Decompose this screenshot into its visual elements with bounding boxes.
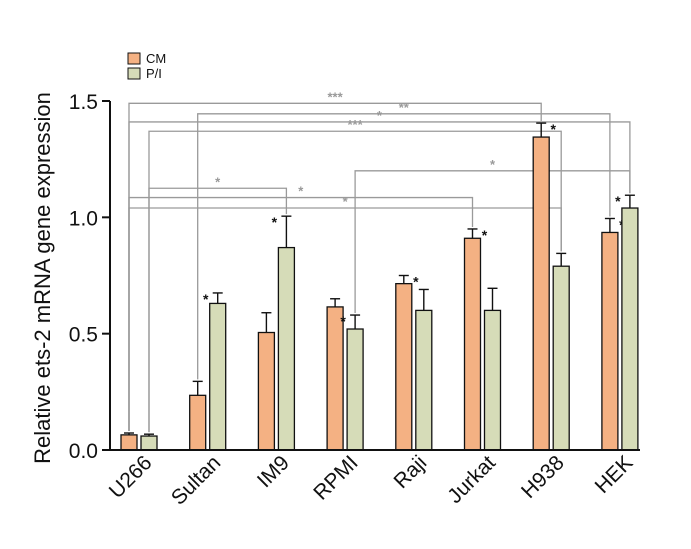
- bar-CM-IM9: [257, 331, 276, 451]
- bar-PI-H938: [552, 265, 570, 451]
- x-tick-label-RPMI: RPMI: [309, 451, 362, 504]
- x-tick-label-U266: U266: [105, 451, 157, 503]
- significance-star: *: [340, 313, 346, 329]
- x-tick-label-Raji: Raji: [389, 451, 431, 493]
- y-tick-label: 0.0: [69, 440, 98, 463]
- x-tick-label-Jurkat: Jurkat: [443, 451, 500, 508]
- legend: CMP/I: [127, 51, 166, 81]
- x-tick-labels: U266 Sultan IM9 RPMI Raji Jurkat H938 HEK: [105, 451, 638, 509]
- significance-brackets: *************: [128, 89, 631, 433]
- significance-bracket: [197, 113, 611, 380]
- bar-PI-RPMI: [346, 328, 364, 451]
- significance-star: *: [482, 227, 488, 243]
- bar-CM-HEK: [601, 231, 619, 451]
- significance-bracket: [148, 187, 288, 433]
- bar-CM-U266: [120, 434, 138, 451]
- significance-star: *: [413, 274, 419, 290]
- bar-PI-Jurkat: [483, 309, 502, 451]
- bracket-label: *: [377, 108, 383, 123]
- x-tick-label-HEK: HEK: [591, 451, 638, 498]
- y-axis-label: Relative ets-2 mRNA gene expression: [30, 92, 55, 464]
- bar-PI-Sultan: [209, 302, 227, 451]
- bracket-label: *: [215, 174, 221, 189]
- significance-star: *: [615, 193, 621, 209]
- bar-PI-IM9: [277, 246, 296, 451]
- y-tick-label: 0.5: [69, 324, 98, 347]
- bracket-label: *: [490, 157, 496, 172]
- significance-star: *: [550, 121, 556, 137]
- bracket-label: ***: [348, 117, 364, 132]
- bracket-label: **: [399, 100, 410, 115]
- bar-PI-U266: [140, 435, 158, 451]
- bracket-label: *: [343, 194, 349, 209]
- significance-bracket: [128, 207, 562, 432]
- bar-CM-Jurkat: [463, 237, 482, 451]
- legend-swatch-CM: [127, 52, 141, 65]
- bar-CM-H938: [532, 136, 550, 451]
- bar-PI-Raji: [415, 309, 433, 451]
- y-tick-label: 1.0: [69, 207, 98, 230]
- bar-CM-Raji: [395, 282, 413, 451]
- y-ticks: 0.0 0.5 1.0 1.5: [69, 91, 110, 463]
- axes: [109, 101, 640, 451]
- y-tick-label: 1.5: [69, 91, 98, 114]
- significance-bracket: [354, 170, 631, 314]
- bracket-label: *: [298, 184, 304, 199]
- x-tick-label-H938: H938: [517, 451, 569, 503]
- legend-label-CM: CM: [146, 51, 166, 66]
- legend-swatch-PI: [127, 67, 141, 80]
- bracket-label: ***: [328, 89, 344, 104]
- significance-star: *: [272, 214, 278, 230]
- legend-label-PI: P/I: [146, 66, 162, 81]
- bar-PI-HEK: [621, 207, 639, 451]
- significance-star: *: [203, 291, 209, 307]
- x-tick-label-IM9: IM9: [253, 451, 294, 492]
- bar-CM-Sultan: [189, 394, 207, 451]
- bars: * * * * * * * *: [120, 121, 639, 451]
- x-tick-label-Sultan: Sultan: [167, 451, 225, 509]
